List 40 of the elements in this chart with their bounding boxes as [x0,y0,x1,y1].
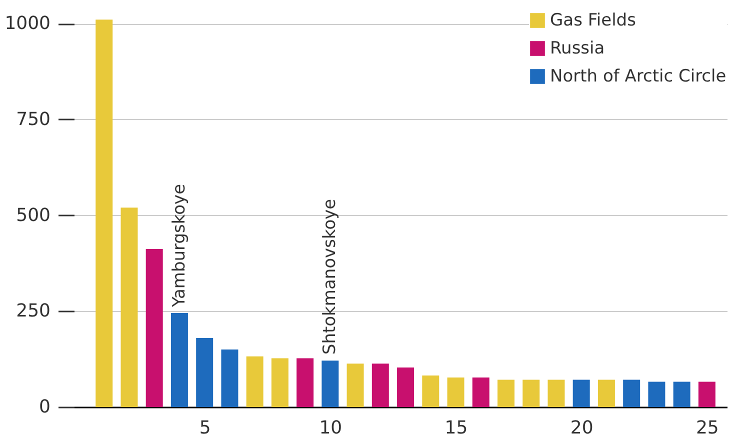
bar [522,380,540,407]
bar [648,382,666,407]
bar [698,382,716,407]
y-tick-label: 250 [16,300,50,322]
bar [397,368,414,407]
bar [146,249,163,407]
y-tick-label: 500 [16,204,50,226]
bar [447,377,464,407]
bar [346,364,364,407]
bar [322,360,339,407]
bar [246,356,264,407]
bar [673,382,690,407]
legend-label: Russia [550,38,605,58]
legend-label: Gas Fields [550,10,636,30]
annotation: Yamburgskoye [169,184,190,308]
bar [623,380,640,407]
legend-label: North of Arctic Circle [550,66,726,86]
x-tick-label: 20 [570,418,594,438]
bar [96,20,113,407]
y-tick-label: 1000 [4,13,50,34]
bar [472,377,490,407]
x-tick-label: 25 [696,418,719,438]
bar [296,358,314,407]
x-tick-label: 5 [199,418,211,438]
bar [572,380,590,407]
bar [372,364,389,407]
bar [221,349,238,407]
bar [497,380,514,407]
x-tick-label: 10 [319,418,342,438]
y-tick-label: 0 [39,396,50,418]
bar [598,380,615,407]
bar [170,313,188,407]
bar [271,358,288,407]
bar [422,376,440,407]
bar [196,338,214,407]
bar [548,380,565,407]
bar [120,208,138,407]
x-tick-label: 15 [444,418,468,438]
y-tick-label: 750 [16,108,50,130]
annotation: Shtokmanovskoye [320,198,340,355]
